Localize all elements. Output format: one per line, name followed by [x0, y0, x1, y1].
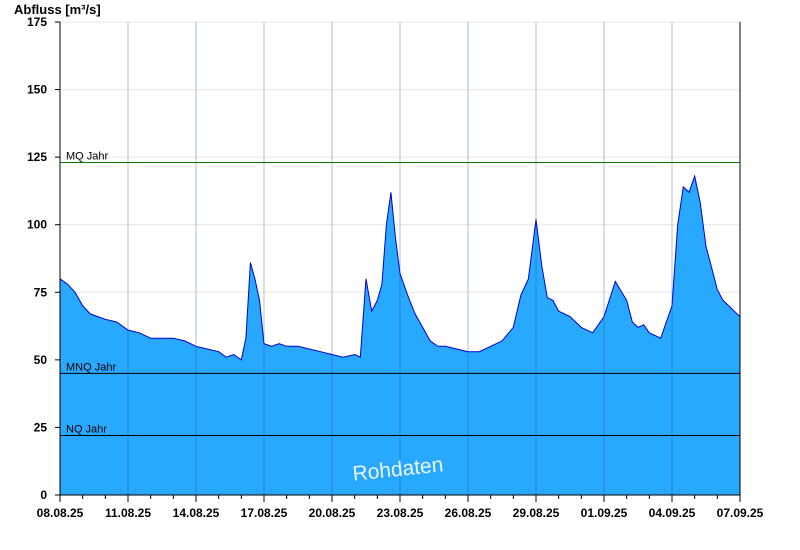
x-axis-ticks: 08.08.25 11.08.25 14.08.25 17.08.25 20.08.25… — [37, 495, 764, 520]
x-tick-label-04.09.25: 04.09.25 — [649, 506, 696, 520]
y-tick-label-175: 175 — [27, 15, 47, 29]
x-tick-label-20.08.25: 20.08.25 — [309, 506, 356, 520]
x-tick-label-29.08.25: 29.08.25 — [513, 506, 560, 520]
x-tick-label-07.09.25: 07.09.25 — [717, 506, 764, 520]
ref-label-mnq-jahr: MNQ Jahr — [66, 361, 116, 373]
x-tick-label-17.08.25: 17.08.25 — [241, 506, 288, 520]
y-tick-label-75: 75 — [34, 285, 48, 299]
x-tick-label-11.08.25: 11.08.25 — [105, 506, 151, 520]
x-tick-label-14.08.25: 14.08.25 — [173, 506, 220, 520]
x-tick-label-26.08.25: 26.08.25 — [445, 506, 492, 520]
reference-lines: MQ Jahr MNQ Jahr NQ Jahr — [60, 151, 740, 437]
x-tick-label-01.09.25: 01.09.25 — [581, 506, 628, 520]
y-tick-label-0: 0 — [40, 488, 47, 502]
y-tick-label-150: 150 — [27, 83, 47, 97]
y-axis-ticks: 0 25 50 75 100 125 150 175 — [27, 15, 60, 502]
y-tick-label-125: 125 — [27, 150, 47, 164]
x-tick-label-23.08.25: 23.08.25 — [377, 506, 424, 520]
discharge-line — [59, 174, 741, 361]
x-tick-label-08.08.25: 08.08.25 — [37, 506, 84, 520]
y-tick-label-100: 100 — [27, 218, 47, 232]
vertical-day-lines — [127, 22, 673, 495]
y-tick-label-25: 25 — [34, 420, 48, 434]
y-tick-label-50: 50 — [34, 353, 48, 367]
ref-label-nq-jahr: NQ Jahr — [66, 424, 107, 436]
ref-label-mq-jahr: MQ Jahr — [66, 151, 109, 163]
y-axis-label: Abfluss [m³/s] — [14, 2, 101, 17]
